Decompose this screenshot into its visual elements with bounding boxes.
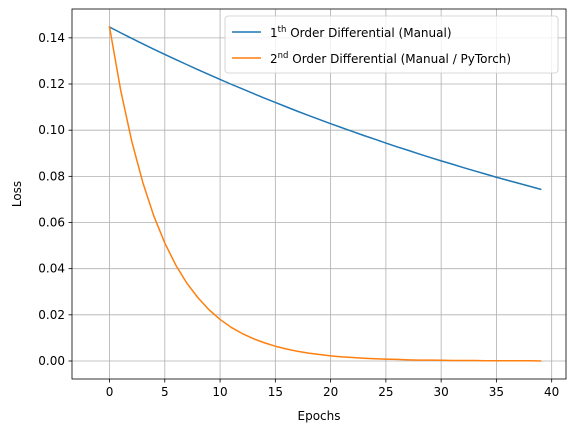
x-tick-label: 35	[489, 385, 504, 399]
y-tick-label: 0.14	[38, 31, 65, 45]
series-line-first-order	[108, 25, 542, 191]
x-tick-label: 20	[323, 385, 338, 399]
x-tick-label: 15	[268, 385, 283, 399]
y-axis-label: Loss	[10, 181, 24, 207]
series-line-second-order	[108, 26, 542, 362]
legend-entry-first-order: 1th Order Differential (Manual)	[270, 25, 452, 40]
x-tick-label: 30	[434, 385, 449, 399]
x-tick-label: 40	[544, 385, 559, 399]
x-tick-label: 5	[161, 385, 169, 399]
y-tick-label: 0.10	[38, 123, 65, 137]
x-tick-label: 0	[106, 385, 114, 399]
y-tick-label: 0.06	[38, 216, 65, 230]
x-tick-label: 10	[212, 385, 227, 399]
x-tick-label: 25	[378, 385, 393, 399]
y-tick-label: 0.02	[38, 308, 65, 322]
y-tick-label: 0.04	[38, 262, 65, 276]
y-tick-label: 0.08	[38, 169, 65, 183]
axis-ticks: 0 5 10 15 20 25 30 35 40 0.00 0.02 0.04 0.06 0.08 0.10…	[38, 31, 559, 399]
legend: 1th Order Differential (Manual) 2nd Orde…	[224, 15, 559, 74]
legend-entry-second-order: 2nd Order Differential (Manual / PyTorch…	[270, 51, 511, 66]
series-lines	[108, 25, 542, 362]
plot-frame	[71, 8, 567, 380]
legend-box	[224, 15, 559, 74]
y-tick-label: 0.00	[38, 354, 65, 368]
y-tick-label: 0.12	[38, 77, 65, 91]
x-axis-label: Epochs	[298, 409, 341, 423]
